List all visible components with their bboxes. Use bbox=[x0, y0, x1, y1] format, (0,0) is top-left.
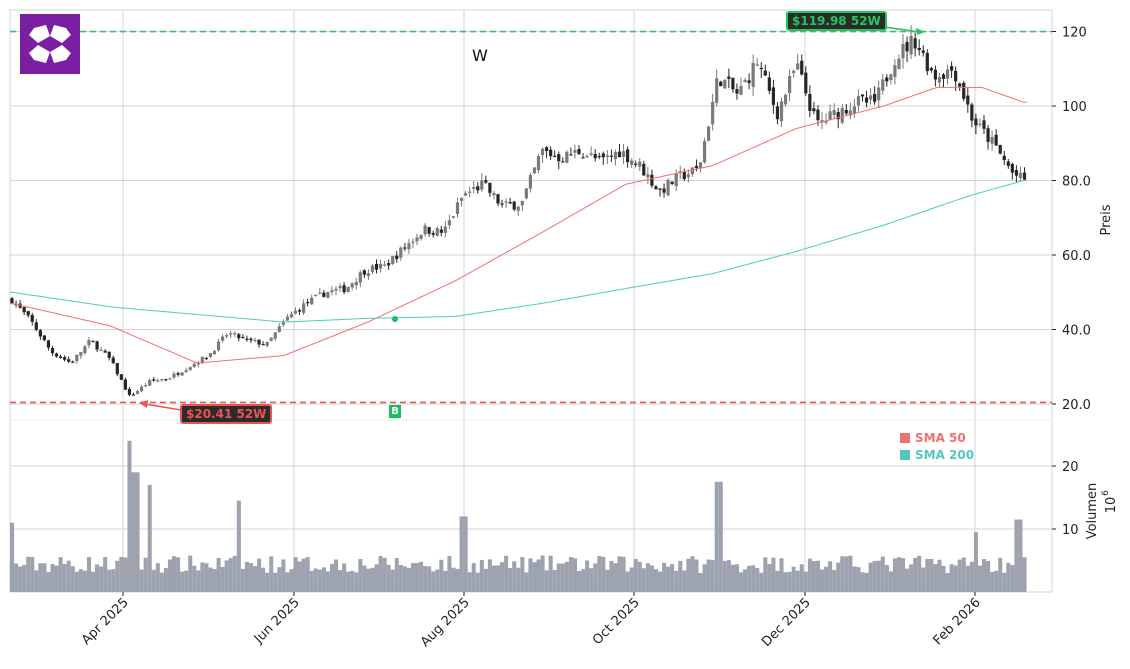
diamond-logo-icon bbox=[29, 25, 71, 63]
legend-swatch-sma50 bbox=[900, 432, 910, 443]
chart-title-ticker: W bbox=[472, 46, 488, 65]
svg-text:Oct 2025: Oct 2025 bbox=[590, 595, 643, 648]
buy-signal-marker: B bbox=[389, 405, 401, 418]
svg-text:Apr 2025: Apr 2025 bbox=[79, 595, 132, 648]
svg-text:60.0: 60.0 bbox=[1062, 249, 1091, 264]
svg-text:20.0: 20.0 bbox=[1062, 398, 1091, 413]
svg-text:Dec 2025: Dec 2025 bbox=[759, 595, 814, 650]
svg-text:Jun 2025: Jun 2025 bbox=[251, 595, 303, 647]
grid-lines bbox=[9, 9, 1053, 593]
52w-low-label: $20.41 52W bbox=[180, 404, 273, 424]
svg-text:80.0: 80.0 bbox=[1062, 175, 1091, 190]
svg-text:20: 20 bbox=[1062, 460, 1079, 475]
svg-text:Volumen: Volumen bbox=[1085, 483, 1100, 540]
svg-text:40.0: 40.0 bbox=[1062, 324, 1091, 339]
volume-bars bbox=[10, 440, 1027, 592]
svg-text:100: 100 bbox=[1062, 100, 1087, 115]
legend-item-sma50: SMA 50 bbox=[900, 429, 974, 446]
52w-high-label: $119.98 52W bbox=[786, 11, 887, 31]
svg-text:Aug 2025: Aug 2025 bbox=[418, 595, 473, 650]
svg-text:6: 6 bbox=[1101, 490, 1111, 496]
legend-label-sma50: SMA 50 bbox=[915, 430, 966, 445]
svg-text:Feb 2026: Feb 2026 bbox=[931, 595, 984, 648]
candlesticks bbox=[10, 25, 1027, 397]
svg-text:10: 10 bbox=[1062, 523, 1079, 538]
legend-label-sma200: SMA 200 bbox=[915, 447, 975, 462]
company-logo bbox=[20, 14, 80, 74]
legend-item-sma200: SMA 200 bbox=[900, 446, 974, 463]
reference-lines bbox=[10, 26, 1052, 411]
svg-text:Preis: Preis bbox=[1099, 204, 1114, 235]
svg-text:120: 120 bbox=[1062, 26, 1087, 41]
sma-lines bbox=[9, 86, 1027, 364]
legend: SMA 50 SMA 200 bbox=[900, 429, 974, 463]
legend-swatch-sma200 bbox=[900, 449, 910, 460]
svg-text:10: 10 bbox=[1104, 497, 1119, 514]
